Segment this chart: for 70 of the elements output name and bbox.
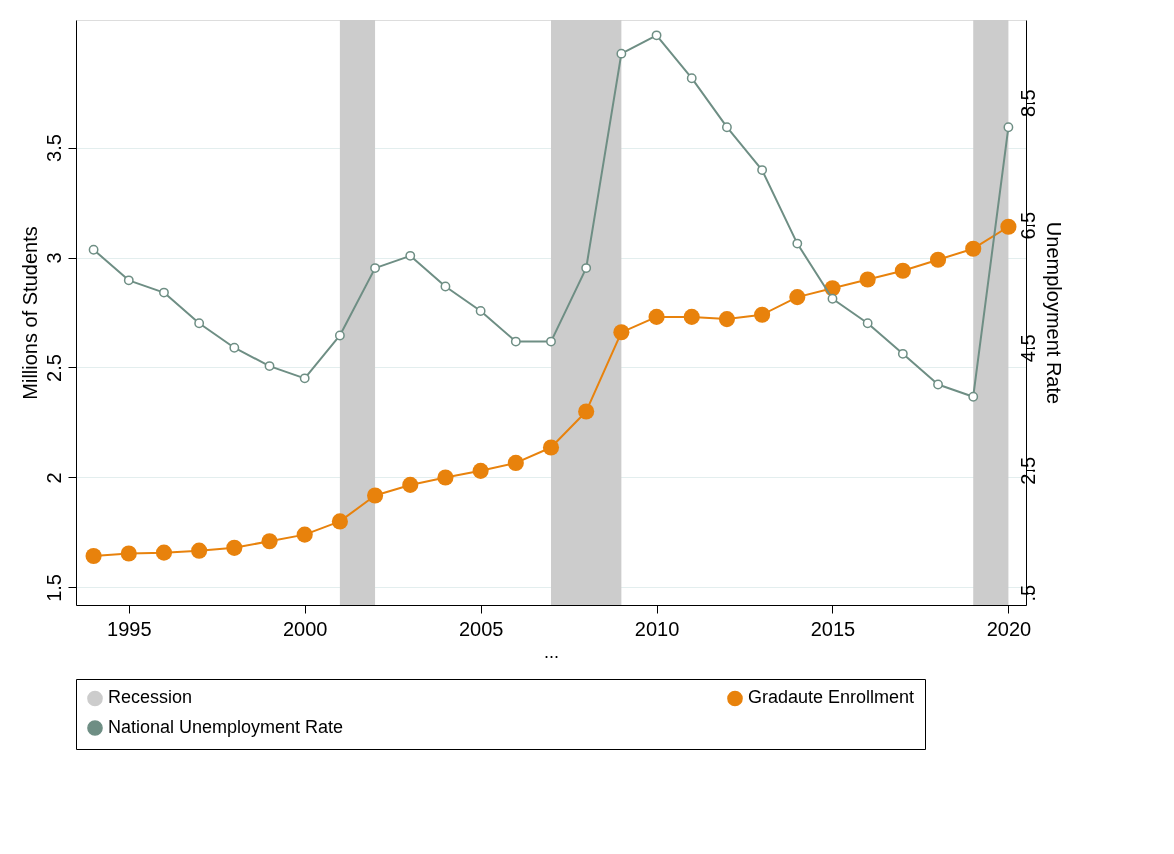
point	[402, 476, 419, 493]
x-tick-label: 2000	[282, 617, 328, 640]
point	[578, 403, 595, 420]
point	[542, 439, 560, 456]
point	[965, 240, 982, 257]
x-tick-label: 1995	[107, 617, 152, 640]
point	[296, 526, 313, 543]
point	[1000, 218, 1017, 235]
point	[929, 251, 947, 268]
point	[437, 469, 454, 486]
point	[299, 373, 310, 384]
legend-label: Recession	[108, 687, 193, 708]
legend-label: Gradaute Enrollment	[748, 687, 915, 708]
point	[88, 244, 99, 255]
point	[754, 306, 771, 323]
point	[264, 361, 275, 372]
point	[507, 454, 524, 471]
point	[191, 542, 208, 559]
point	[475, 306, 486, 316]
point	[367, 487, 384, 504]
point	[718, 311, 735, 328]
y2-axis-title: Unemployment Rate	[1042, 221, 1065, 405]
point	[616, 48, 627, 59]
point	[1003, 122, 1014, 133]
point	[405, 250, 416, 261]
point	[894, 262, 911, 279]
point	[859, 271, 876, 288]
x-axis-title: ...	[543, 641, 560, 662]
point	[613, 324, 630, 341]
point	[123, 275, 134, 286]
y-tick-label: 3.5	[42, 134, 65, 162]
point	[897, 348, 908, 359]
point	[370, 263, 381, 274]
point	[862, 318, 873, 329]
point	[334, 330, 345, 341]
x-tick-label: 2005	[458, 617, 504, 640]
point	[155, 544, 173, 561]
y-tick-label: 3	[42, 252, 65, 264]
point	[933, 379, 943, 390]
point	[261, 533, 278, 550]
y-tick-label: 2.5	[42, 354, 65, 382]
point	[229, 342, 240, 353]
point	[159, 287, 169, 298]
point	[120, 545, 137, 562]
y-tick-label: 2	[42, 472, 65, 484]
y-tick-label: 1.5	[42, 574, 65, 602]
point	[546, 336, 556, 347]
point	[721, 122, 732, 133]
point	[789, 289, 806, 306]
point	[472, 462, 489, 479]
point	[510, 336, 521, 347]
x-tick-label: 2010	[634, 617, 680, 640]
point	[440, 281, 451, 292]
x-tick-label: 2020	[986, 617, 1032, 640]
point	[331, 513, 348, 530]
point	[792, 238, 803, 249]
x-tick-label: 2015	[810, 617, 856, 640]
point	[581, 263, 592, 274]
point	[226, 539, 243, 556]
point	[85, 547, 102, 564]
point	[194, 318, 205, 329]
point	[757, 165, 768, 175]
point	[968, 391, 979, 402]
point	[651, 30, 662, 41]
legend-label: National Unemployment Rate	[108, 717, 344, 737]
point	[648, 308, 665, 325]
y-axis-title: Millions of Students	[18, 226, 41, 400]
point	[683, 308, 700, 325]
point	[827, 293, 838, 304]
point	[686, 73, 697, 84]
